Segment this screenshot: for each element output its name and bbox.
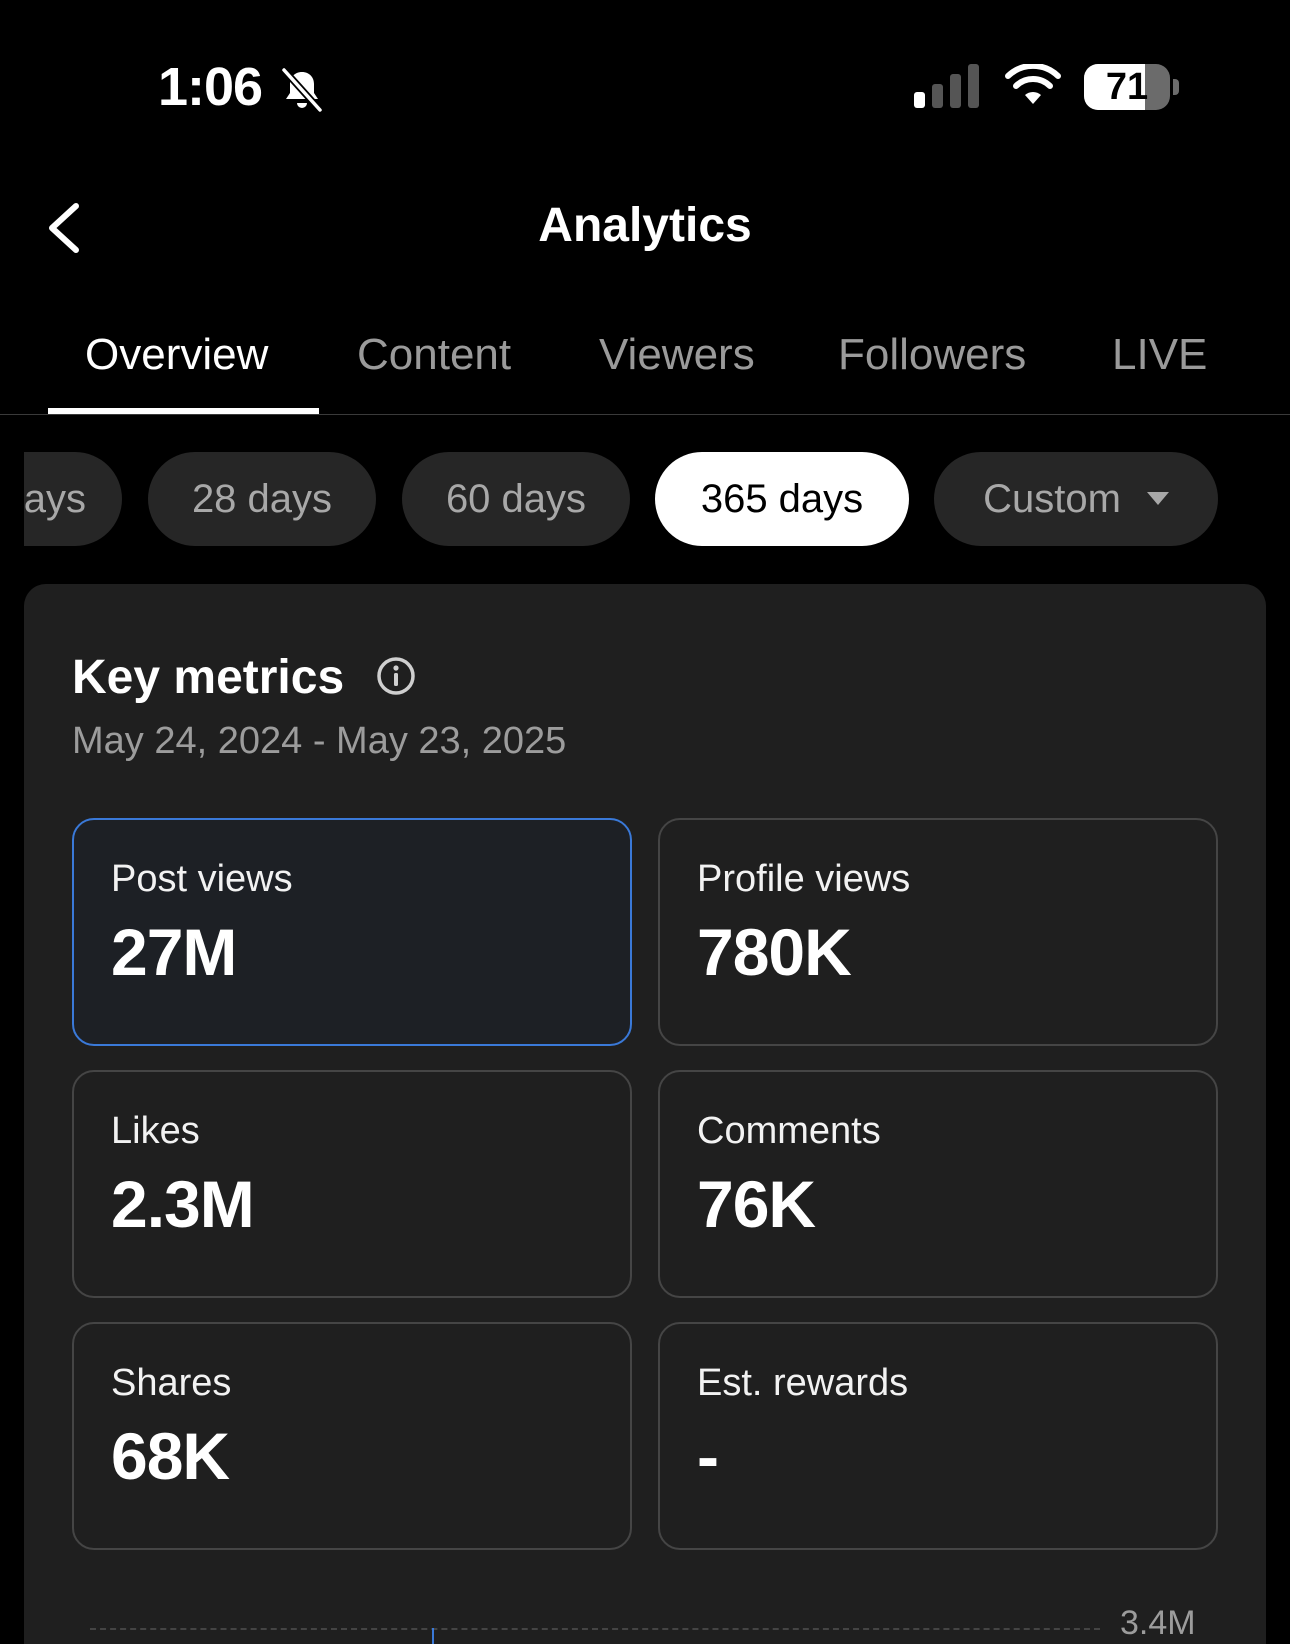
metric-value: 27M	[111, 915, 237, 989]
range-chip-7-days[interactable]: ays	[24, 452, 122, 546]
bell-slash-icon	[281, 67, 323, 113]
chart-y-tick-label: 3.4M	[1120, 1604, 1196, 1642]
range-chip-partial-label: ays	[24, 452, 122, 546]
metric-value: 68K	[111, 1419, 230, 1493]
range-chip-custom[interactable]: Custom	[934, 452, 1218, 546]
metric-label: Shares	[111, 1362, 232, 1404]
battery-fill	[1084, 64, 1146, 110]
metric-value: 780K	[697, 915, 852, 989]
caret-down-icon	[1146, 491, 1169, 505]
metric-label: Comments	[697, 1110, 881, 1152]
metric-value: 76K	[697, 1167, 816, 1241]
range-chip-label: 28 days	[191, 477, 333, 521]
page-title: Analytics	[538, 199, 752, 252]
range-chip-label: 365 days	[700, 477, 864, 521]
metric-label: Post views	[111, 858, 293, 900]
range-chip-60-days[interactable]: 60 days	[402, 452, 630, 546]
wifi-icon	[1005, 64, 1061, 104]
metric-card-est-rewards[interactable]: Est. rewards -	[658, 1322, 1218, 1550]
key-metrics-title: Key metrics	[72, 651, 345, 704]
metric-card-shares[interactable]: Shares 68K	[72, 1322, 632, 1550]
metric-card-comments[interactable]: Comments 76K	[658, 1070, 1218, 1298]
tab-content[interactable]: Content	[357, 330, 512, 379]
tab-live[interactable]: LIVE	[1112, 330, 1208, 379]
cellular-signal-icon	[914, 64, 979, 108]
range-chip-label: Custom	[983, 477, 1121, 521]
range-chip-28-days[interactable]: 28 days	[148, 452, 376, 546]
tab-overview[interactable]: Overview	[85, 330, 269, 379]
metric-value: 2.3M	[111, 1167, 255, 1241]
tab-viewers[interactable]: Viewers	[599, 330, 755, 379]
metric-card-post-views[interactable]: Post views 27M	[72, 818, 632, 1046]
status-bar: 1:06 71	[0, 0, 1290, 150]
metric-label: Est. rewards	[697, 1362, 909, 1404]
chart-gridline	[90, 1628, 1100, 1630]
info-circle-icon[interactable]	[376, 656, 416, 696]
status-time: 1:06	[158, 57, 263, 117]
tab-bar: Overview Content Viewers Followers LIVE	[0, 300, 1290, 415]
metric-card-likes[interactable]: Likes 2.3M	[72, 1070, 632, 1298]
metric-label: Profile views	[697, 858, 911, 900]
metric-label: Likes	[111, 1110, 200, 1152]
chevron-left-icon[interactable]	[40, 196, 90, 260]
tab-followers[interactable]: Followers	[838, 330, 1027, 379]
range-chip-365-days[interactable]: 365 days	[655, 452, 909, 546]
active-tab-indicator	[48, 408, 319, 414]
date-range-label: May 24, 2024 - May 23, 2025	[72, 720, 567, 762]
metric-value: -	[697, 1419, 719, 1493]
battery-indicator: 71	[1084, 64, 1180, 110]
chart-marker-line	[432, 1628, 434, 1644]
metric-card-profile-views[interactable]: Profile views 780K	[658, 818, 1218, 1046]
key-metrics-card: Key metrics May 24, 2024 - May 23, 2025 …	[24, 584, 1266, 1644]
battery-percent: 71	[1105, 66, 1149, 108]
range-chip-label: 60 days	[445, 477, 587, 521]
